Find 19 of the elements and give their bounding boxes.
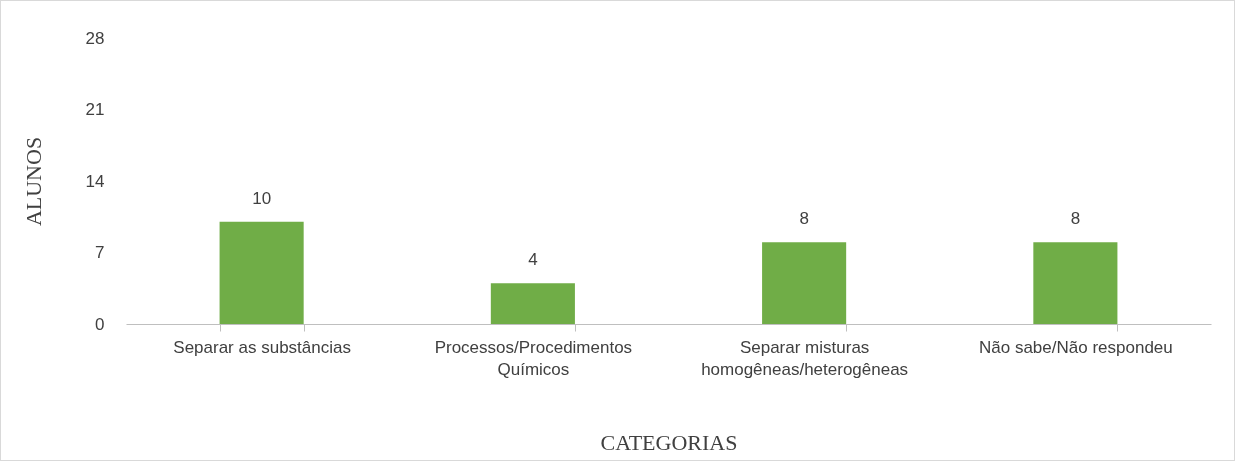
y-axis-title: ALUNOS bbox=[20, 136, 46, 227]
bar bbox=[219, 221, 304, 324]
x-tick-label: Separar as substâncias bbox=[173, 337, 351, 357]
x-tick-label: Separar misturas homogêneas/heterogêneas bbox=[701, 337, 909, 379]
data-label: 8 bbox=[799, 209, 809, 229]
data-label: 10 bbox=[252, 188, 272, 208]
x-tick-label: Não sabe/Não respondeu bbox=[979, 337, 1173, 357]
data-label: 8 bbox=[1070, 209, 1081, 229]
bar bbox=[490, 283, 575, 324]
x-axis-title: CATEGORIAS bbox=[600, 429, 738, 455]
x-tick-label: Processos/Procedimentos Químicos bbox=[434, 337, 633, 379]
bar bbox=[1033, 242, 1118, 324]
y-tick-label: 0 bbox=[95, 314, 105, 334]
data-label: 4 bbox=[528, 250, 538, 270]
bar bbox=[762, 242, 847, 324]
y-tick-label: 14 bbox=[85, 171, 105, 191]
y-tick-label: 28 bbox=[85, 28, 105, 48]
y-tick-label: 7 bbox=[95, 243, 105, 262]
y-tick-label: 21 bbox=[85, 100, 105, 119]
